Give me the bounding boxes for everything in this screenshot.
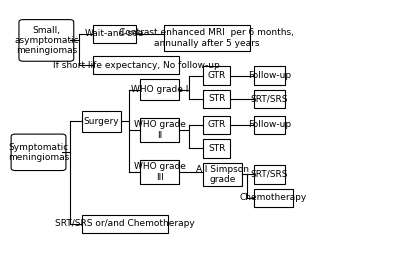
- FancyBboxPatch shape: [93, 56, 180, 74]
- Text: Follow-up: Follow-up: [248, 120, 291, 129]
- FancyBboxPatch shape: [203, 139, 230, 158]
- FancyBboxPatch shape: [203, 163, 242, 186]
- FancyBboxPatch shape: [82, 215, 168, 233]
- Text: Contrast enhanced MRI  per 6 months,
annunally after 5 years: Contrast enhanced MRI per 6 months, annu…: [119, 28, 294, 48]
- FancyBboxPatch shape: [164, 25, 250, 51]
- Text: STR: STR: [208, 144, 225, 153]
- FancyBboxPatch shape: [203, 67, 230, 85]
- FancyBboxPatch shape: [140, 79, 180, 100]
- FancyBboxPatch shape: [93, 25, 136, 43]
- Text: WHO grade
III: WHO grade III: [134, 162, 186, 181]
- Text: Follow-up: Follow-up: [248, 71, 291, 80]
- Text: WHO grade
II: WHO grade II: [134, 120, 186, 140]
- FancyBboxPatch shape: [11, 134, 66, 170]
- Text: Chemotherapy: Chemotherapy: [240, 193, 307, 202]
- Text: All Simpson
grade: All Simpson grade: [196, 165, 249, 184]
- Text: GTR: GTR: [208, 120, 226, 129]
- FancyBboxPatch shape: [140, 160, 180, 184]
- Text: GTR: GTR: [208, 71, 226, 80]
- Text: WHO grade I: WHO grade I: [131, 85, 188, 94]
- FancyBboxPatch shape: [254, 116, 285, 134]
- FancyBboxPatch shape: [254, 90, 285, 108]
- FancyBboxPatch shape: [82, 111, 121, 132]
- FancyBboxPatch shape: [19, 20, 74, 61]
- Text: Small,
asymptomatic
meningiomas: Small, asymptomatic meningiomas: [14, 26, 79, 55]
- FancyBboxPatch shape: [254, 67, 285, 85]
- FancyBboxPatch shape: [254, 165, 285, 184]
- Text: If short life expectancy, No follow-up: If short life expectancy, No follow-up: [53, 61, 220, 70]
- Text: SRT/SRS: SRT/SRS: [251, 170, 288, 179]
- FancyBboxPatch shape: [203, 116, 230, 134]
- Text: Surgery: Surgery: [83, 117, 119, 126]
- Text: Wait-and-see: Wait-and-see: [85, 29, 144, 38]
- FancyBboxPatch shape: [203, 90, 230, 108]
- Text: SRT/SRS or/and Chemotherapy: SRT/SRS or/and Chemotherapy: [55, 219, 194, 228]
- Text: Symptomatic
meningiomas: Symptomatic meningiomas: [8, 143, 69, 162]
- FancyBboxPatch shape: [140, 119, 180, 142]
- FancyBboxPatch shape: [254, 189, 293, 207]
- Text: STR: STR: [208, 94, 225, 103]
- Text: SRT/SRS: SRT/SRS: [251, 94, 288, 103]
